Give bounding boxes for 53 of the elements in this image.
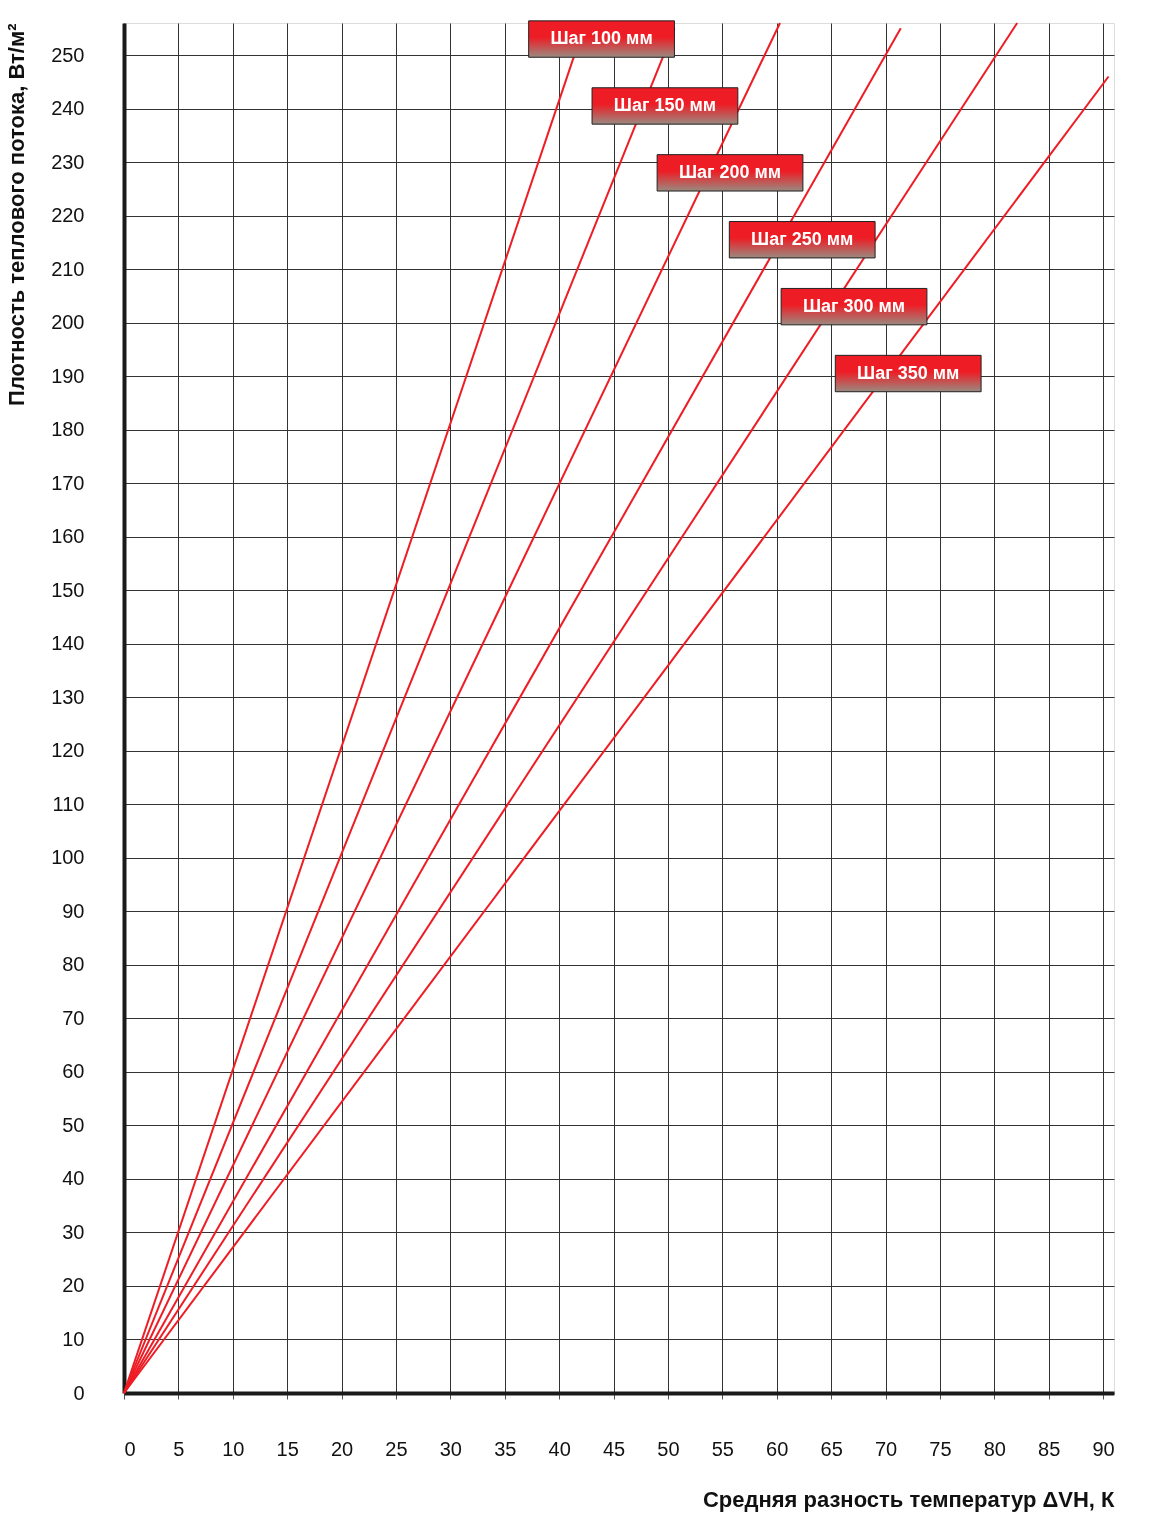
y-tick-label: 110 <box>52 792 85 815</box>
y-tick-label: 130 <box>51 685 85 708</box>
x-tick-label: 40 <box>548 1437 571 1460</box>
x-tick-label: 45 <box>602 1437 626 1460</box>
x-tick-label: 50 <box>657 1437 680 1460</box>
x-tick-label: 55 <box>711 1437 734 1460</box>
y-tick-label: 40 <box>62 1167 85 1190</box>
series-label: Шаг 100 мм <box>550 28 653 49</box>
y-tick-label: 30 <box>62 1220 85 1243</box>
series-label: Шаг 300 мм <box>802 295 906 316</box>
y-tick-label: 100 <box>51 846 85 869</box>
y-tick-label: 70 <box>62 1006 85 1029</box>
y-tick-label: 50 <box>62 1113 85 1136</box>
y-tick-label: 170 <box>51 471 85 494</box>
x-tick-label: 65 <box>820 1437 843 1460</box>
x-tick-label: 15 <box>276 1437 299 1460</box>
y-tick-label: 220 <box>51 204 85 227</box>
x-tick-label: 75 <box>929 1437 952 1460</box>
series-label: Шаг 200 мм <box>678 161 782 182</box>
x-tick-label: 85 <box>1038 1437 1061 1460</box>
y-tick-label: 140 <box>51 632 85 655</box>
x-tick-label: 80 <box>983 1437 1006 1460</box>
x-tick-label: 90 <box>1092 1437 1115 1460</box>
y-tick-label: 10 <box>62 1327 85 1350</box>
x-tick-label: 10 <box>222 1437 245 1460</box>
y-tick-label: 60 <box>62 1060 85 1083</box>
x-tick-label: 70 <box>874 1437 898 1460</box>
y-tick-label: 250 <box>51 43 85 66</box>
y-tick-label: 120 <box>51 739 85 762</box>
series-label: Шаг 250 мм <box>751 228 854 249</box>
x-tick-label: 20 <box>330 1437 354 1460</box>
y-tick-label: 230 <box>51 150 85 173</box>
x-tick-label: 35 <box>494 1437 517 1460</box>
y-tick-label: 210 <box>51 257 85 280</box>
y-tick-label: 240 <box>51 97 85 120</box>
y-tick-label: 150 <box>51 578 85 601</box>
y-tick-label: 20 <box>62 1274 85 1297</box>
y-tick-label: 180 <box>51 418 85 441</box>
x-tick-label: 25 <box>385 1437 408 1460</box>
y-tick-label: 90 <box>62 899 85 922</box>
series-label: Шаг 350 мм <box>857 362 960 383</box>
series-label: Шаг 150 мм <box>613 94 717 115</box>
y-tick-label: 0 <box>73 1381 85 1404</box>
x-tick-label: 30 <box>439 1437 462 1460</box>
y-tick-label: 160 <box>51 525 85 548</box>
x-tick-label: 0 <box>124 1437 136 1460</box>
y-axis-title: Плотность теплового потока, Вт/м² <box>4 23 30 406</box>
x-axis-title: Средняя разность температур ΔVН, К <box>702 1486 1116 1512</box>
y-tick-label: 80 <box>62 953 85 976</box>
x-tick-label: 5 <box>173 1437 185 1460</box>
y-tick-label: 190 <box>51 364 85 387</box>
y-tick-label: 200 <box>51 311 85 334</box>
x-tick-label: 60 <box>766 1437 789 1460</box>
